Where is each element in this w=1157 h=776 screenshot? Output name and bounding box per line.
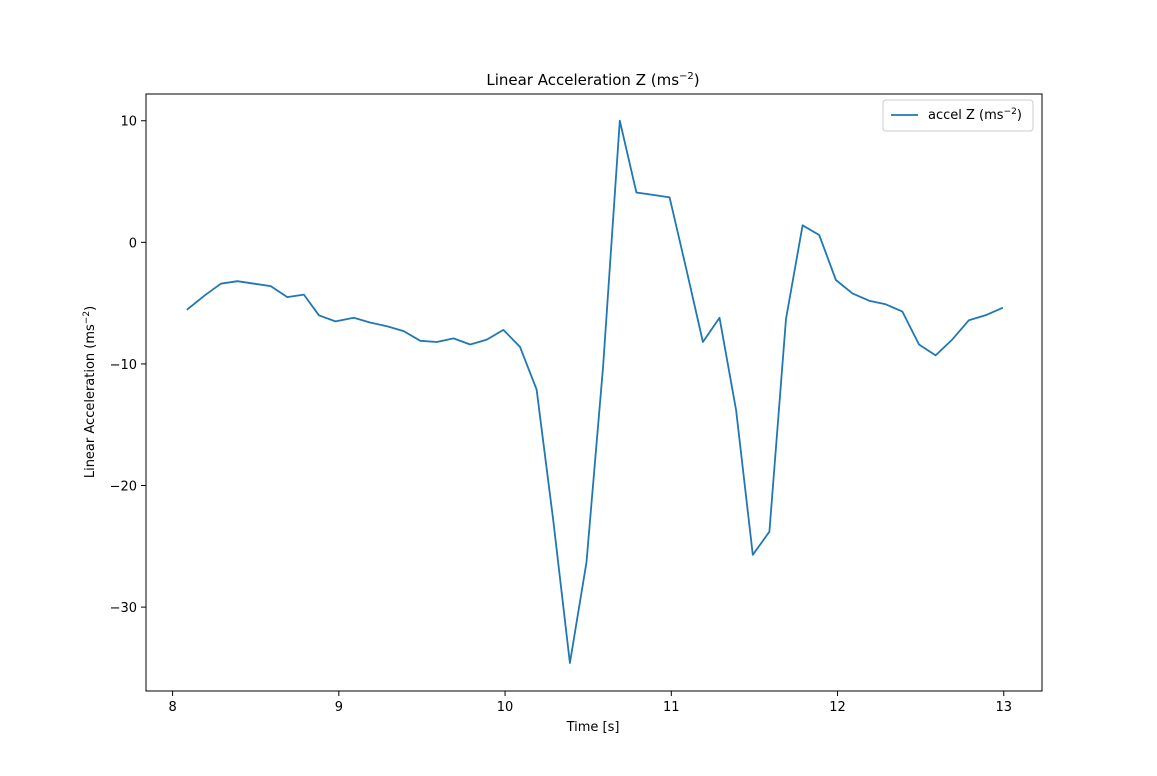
data-point: [586, 561, 588, 563]
data-point: [685, 268, 687, 270]
legend: accel Z (ms−2): [882, 99, 1034, 132]
data-point: [1001, 307, 1003, 309]
data-point: [935, 354, 937, 356]
data-point: [984, 314, 986, 316]
data-point: [768, 531, 770, 533]
data-point: [868, 300, 870, 302]
data-point: [203, 295, 205, 297]
y-tick-label: −30: [110, 601, 137, 616]
data-point: [187, 308, 189, 310]
data-point: [303, 294, 305, 296]
y-axis: 10 0 −10 −20 −30: [110, 115, 146, 616]
y-tick-label: 10: [120, 115, 137, 130]
data-point: [236, 280, 238, 282]
y-axis-label: Linear Acceleration (ms−2): [82, 306, 98, 478]
series-line: [186, 119, 1004, 664]
y-tick-label: −20: [110, 480, 137, 495]
legend-box: [882, 99, 1034, 132]
x-tick-label: 9: [335, 700, 343, 715]
data-point: [386, 325, 388, 327]
data-point: [968, 319, 970, 321]
data-point: [369, 322, 371, 324]
x-tick-label: 10: [497, 700, 514, 715]
data-point: [403, 330, 405, 332]
data-point: [469, 343, 471, 345]
data-point: [318, 314, 320, 316]
x-tick-label: 8: [168, 700, 176, 715]
data-point: [951, 339, 953, 341]
data-point: [270, 285, 272, 287]
data-point: [552, 520, 554, 522]
x-axis: 8 9 10 11 12 13: [168, 691, 1012, 715]
data-point: [335, 320, 337, 322]
x-tick-label: 13: [995, 700, 1012, 715]
data-point: [286, 296, 288, 298]
data-point: [619, 120, 621, 122]
data-point: [486, 339, 488, 341]
data-point: [785, 318, 787, 320]
data-point: [851, 292, 853, 294]
data-point: [652, 194, 654, 196]
data-point: [818, 234, 820, 236]
data-point: [901, 311, 903, 313]
plot-area: [186, 119, 1004, 664]
data-point: [918, 343, 920, 345]
data-point: [719, 317, 721, 319]
data-point: [635, 191, 637, 193]
x-tick-label: 11: [663, 700, 680, 715]
x-axis-label: Time [s]: [566, 720, 620, 735]
data-point: [735, 409, 737, 411]
data-point: [752, 554, 754, 556]
data-point: [835, 279, 837, 281]
data-point: [220, 283, 222, 285]
data-point: [802, 224, 804, 226]
data-point: [253, 283, 255, 285]
data-point: [502, 329, 504, 331]
data-point: [519, 346, 521, 348]
data-point: [353, 317, 355, 319]
data-point: [436, 341, 438, 343]
y-tick-label: −10: [110, 358, 137, 373]
legend-label: accel Z (ms−2): [928, 107, 1022, 123]
x-tick-label: 12: [829, 700, 846, 715]
y-tick-label: 0: [129, 236, 137, 251]
chart-title: Linear Acceleration Z (ms−2): [486, 71, 699, 89]
data-point: [536, 388, 538, 390]
data-point: [453, 337, 455, 339]
data-point: [419, 340, 421, 342]
data-point: [602, 365, 604, 367]
data-point: [569, 662, 571, 664]
data-point: [669, 196, 671, 198]
axes-frame: [145, 93, 1043, 692]
data-point: [702, 341, 704, 343]
data-point: [885, 303, 887, 305]
